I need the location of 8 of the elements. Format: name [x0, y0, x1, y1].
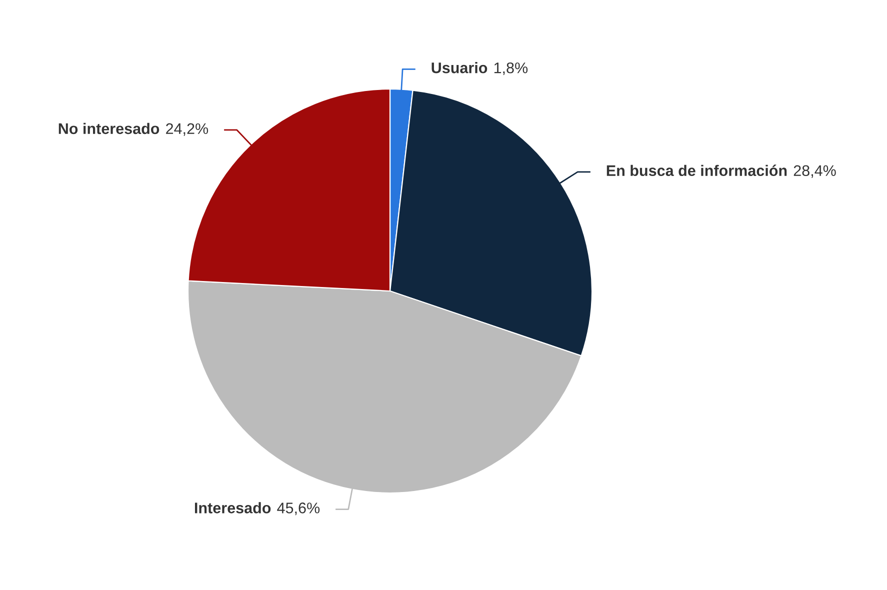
slice-label: Interesado [194, 502, 271, 514]
data-label: 28,4% [794, 165, 836, 178]
data-label: 45,6% [277, 502, 320, 516]
slice-label: Usuario [432, 62, 488, 74]
slice-label: En busca de información [606, 164, 787, 176]
data-label: 1,8% [494, 62, 528, 76]
data-label: 24,2% [166, 123, 208, 136]
slice-label: No interesado [58, 122, 160, 134]
